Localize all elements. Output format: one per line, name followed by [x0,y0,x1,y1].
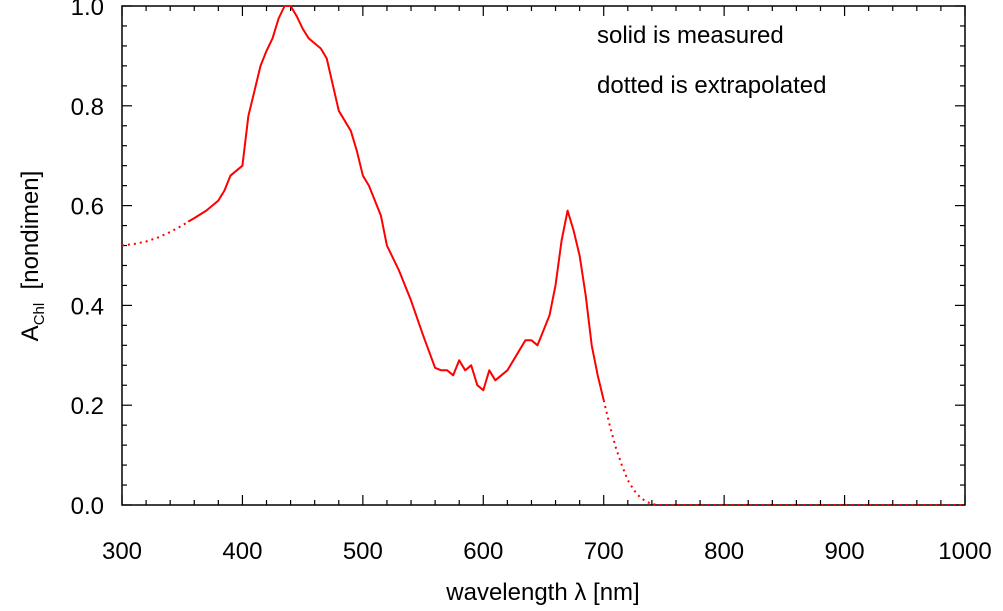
extrapolated-series-line [602,399,965,506]
y-axis-label-subscript: Chl [31,303,48,326]
x-axis-label: wavelength λ [nm] [445,579,639,606]
y-axis-label: AChl [nondimen] [17,171,48,342]
x-tick-label: 400 [222,538,262,565]
y-tick-label: 1.0 [71,0,104,21]
annotation-measured: solid is measured [597,22,784,49]
y-tick-label: 0.2 [71,393,104,420]
y-tick-label: 0.6 [71,194,104,221]
x-tick-label: 500 [343,538,383,565]
plot-frame [121,5,966,506]
x-tick-label: 600 [463,538,503,565]
x-tick-label: 1000 [938,538,991,565]
x-tick-label: 900 [825,538,865,565]
x-tick-label: 700 [584,538,624,565]
y-axis-label-prefix: A [17,325,44,341]
annotation-extrapolated: dotted is extrapolated [597,72,827,99]
extrapolated-series-line [121,220,189,247]
y-tick-label: 0.8 [71,94,104,121]
axis-ticks [121,5,966,506]
y-axis-label-suffix: [nondimen] [17,171,44,303]
data-lines [121,5,965,506]
y-tick-labels: 0.0 0.2 0.4 0.6 0.8 1.0 [71,0,104,520]
x-tick-label: 300 [102,538,142,565]
y-tick-label: 0.0 [71,493,104,520]
x-tick-labels: 300 400 500 600 700 800 900 1000 [102,538,992,565]
x-tick-label: 800 [704,538,744,565]
y-tick-label: 0.4 [71,293,104,320]
measured-series-line [187,5,605,401]
